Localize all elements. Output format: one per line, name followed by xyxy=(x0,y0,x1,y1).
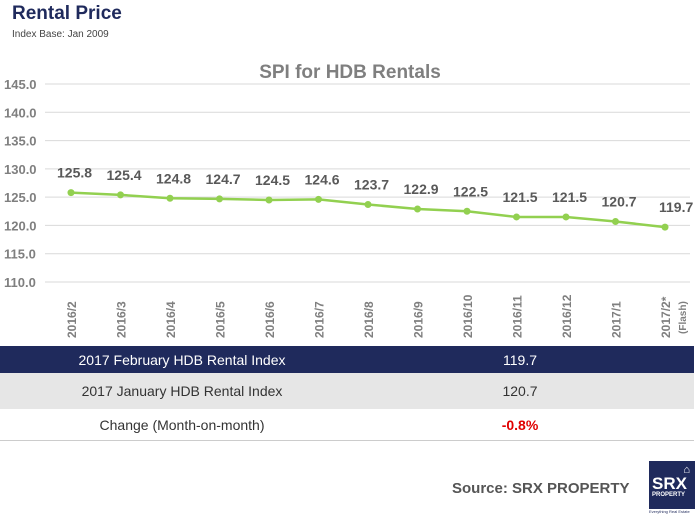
source-note: Source: SRX PROPERTY xyxy=(452,480,630,497)
x-tick-label: 2016/3 xyxy=(115,301,129,338)
y-tick-label: 135.0 xyxy=(4,134,37,149)
data-label: 124.7 xyxy=(206,171,241,187)
data-point xyxy=(562,213,570,221)
x-tick-label: 2016/8 xyxy=(362,301,376,338)
line-chart: 110.0 115.0 120.0 125.0 130.0 135.0 140.0 145.0… xyxy=(4,77,693,338)
data-label: 124.5 xyxy=(255,172,290,188)
data-point xyxy=(166,194,174,202)
y-tick-label: 115.0 xyxy=(4,247,36,262)
index-base-note: Index Base: Jan 2009 xyxy=(12,29,109,40)
data-point xyxy=(463,207,471,215)
data-label: 122.5 xyxy=(453,183,488,199)
house-icon: ⌂ xyxy=(683,464,690,476)
data-label: 125.8 xyxy=(57,165,92,181)
data-label: 125.4 xyxy=(107,167,142,183)
data-label: 124.8 xyxy=(156,170,191,186)
data-point xyxy=(513,213,520,221)
row-label: 2017 January HDB Rental Index xyxy=(81,383,283,399)
data-point xyxy=(117,191,124,199)
data-point xyxy=(612,217,619,225)
logo-sub: PROPERTY xyxy=(652,492,686,498)
data-label: 123.7 xyxy=(354,176,389,192)
row-label: Change (Month-on-month) xyxy=(99,416,265,433)
x-tick-label: 2017/2* xyxy=(659,296,673,338)
x-tick-label: 2016/12 xyxy=(560,294,574,338)
x-tick-label: 2016/5 xyxy=(214,301,228,338)
x-tick-label: 2016/9 xyxy=(412,301,426,338)
data-point xyxy=(414,205,421,213)
row-value: -0.8% xyxy=(501,416,539,433)
data-label: 120.7 xyxy=(602,193,637,209)
row-value: 119.7 xyxy=(503,351,537,368)
row-value: 120.7 xyxy=(502,383,538,399)
data-point xyxy=(265,196,273,204)
x-tick-label: 2016/7 xyxy=(313,301,327,338)
x-tick-label: 2016/6 xyxy=(263,301,277,338)
y-tick-label: 120.0 xyxy=(4,218,37,233)
x-tick-label: 2016/10 xyxy=(461,294,475,338)
data-label: 119.7 xyxy=(659,199,693,215)
data-label: 121.5 xyxy=(552,189,587,205)
table-row: 2017 January HDB Rental Index 120.7 xyxy=(0,373,694,409)
data-point xyxy=(67,189,75,197)
table-row: Change (Month-on-month) -0.8% xyxy=(0,409,694,441)
page-title: Rental Price xyxy=(12,3,122,24)
y-tick-label: 145.0 xyxy=(4,77,37,92)
data-point xyxy=(216,195,223,203)
y-tick-label: 140.0 xyxy=(4,105,37,120)
data-label: 122.9 xyxy=(404,181,439,197)
x-tick-label: 2016/11 xyxy=(511,295,525,338)
y-tick-label: 110.0 xyxy=(4,275,36,290)
chart-title: SPI for HDB Rentals xyxy=(259,62,441,83)
x-tick-label: 2017/1 xyxy=(610,301,624,338)
x-tick-label: 2016/4 xyxy=(164,301,178,338)
data-label: 124.6 xyxy=(305,171,340,187)
row-label: 2017 February HDB Rental Index xyxy=(78,351,286,368)
y-tick-label: 125.0 xyxy=(4,190,37,205)
y-tick-label: 130.0 xyxy=(4,162,37,177)
data-point xyxy=(315,195,322,203)
logo-tagline: Everything Real Estate xyxy=(649,509,690,514)
srx-logo: ⌂ SRX PROPERTY Everything Real Estate xyxy=(649,461,695,514)
logo-text: SRX xyxy=(652,474,687,493)
x-tick-label: 2016/2 xyxy=(65,301,79,338)
table-row: 2017 February HDB Rental Index 119.7 xyxy=(0,346,694,373)
data-label: 121.5 xyxy=(503,189,538,205)
data-point xyxy=(661,223,669,231)
flash-note: (Flash) xyxy=(678,301,689,334)
data-point xyxy=(364,200,372,208)
